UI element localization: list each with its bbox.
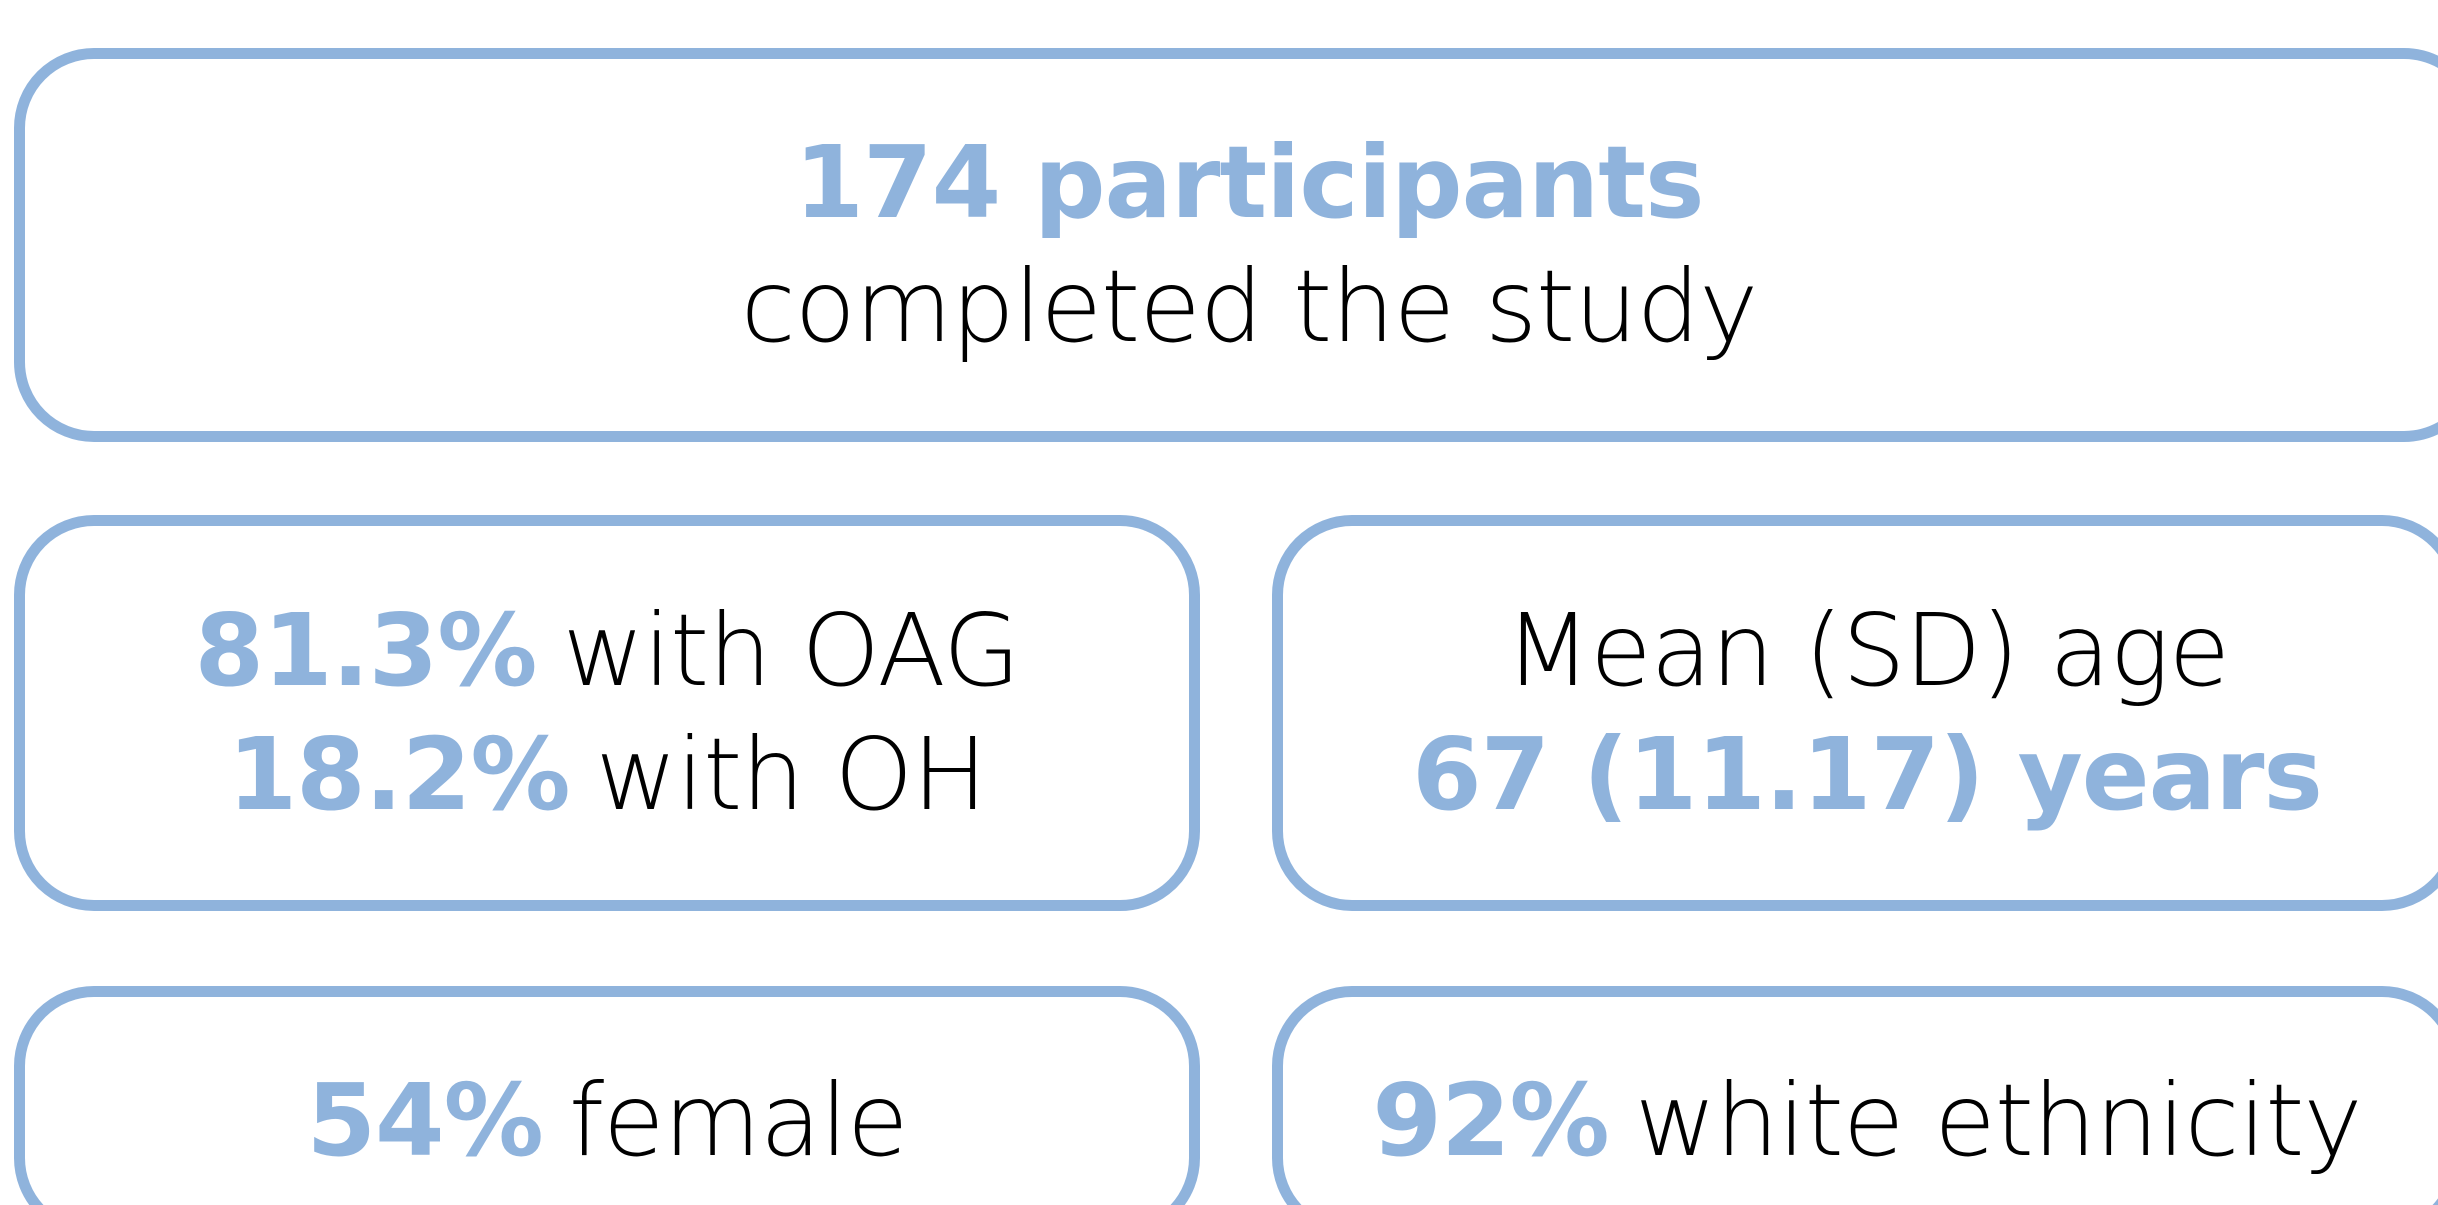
line: 67 (11.17) years bbox=[1412, 713, 2323, 837]
line: 92% white ethnicity bbox=[1372, 1059, 2363, 1183]
line: 54% female bbox=[306, 1059, 909, 1183]
line: 81.3% with OAG bbox=[194, 589, 1021, 713]
text: white ethnicity bbox=[1634, 1062, 2363, 1179]
highlight: 67 (11.17) years bbox=[1412, 716, 2323, 833]
ethnicity-box: 92% white ethnicity bbox=[1272, 986, 2438, 1205]
diagnosis-box: 81.3% with OAG 18.2% with OH bbox=[14, 515, 1200, 911]
line: 174 participants bbox=[794, 121, 1704, 245]
highlight: 81.3% bbox=[194, 592, 538, 709]
line: Mean (SD) age bbox=[1504, 589, 2230, 713]
text: with OH bbox=[595, 716, 988, 833]
line: 18.2% with OH bbox=[227, 713, 988, 837]
text: Mean (SD) age bbox=[1504, 592, 2230, 709]
text: female bbox=[568, 1062, 909, 1179]
highlight: 174 participants bbox=[794, 124, 1704, 241]
gender-box: 54% female bbox=[14, 986, 1200, 1205]
highlight: 18.2% bbox=[227, 716, 571, 833]
highlight: 54% bbox=[306, 1062, 543, 1179]
text: with OAG bbox=[562, 592, 1020, 709]
age-box: Mean (SD) age 67 (11.17) years bbox=[1272, 515, 2438, 911]
highlight: 92% bbox=[1372, 1062, 1609, 1179]
participants-box: 174 participants completed the study bbox=[14, 48, 2438, 442]
text: completed the study bbox=[740, 248, 1759, 365]
line: completed the study bbox=[740, 245, 1759, 369]
